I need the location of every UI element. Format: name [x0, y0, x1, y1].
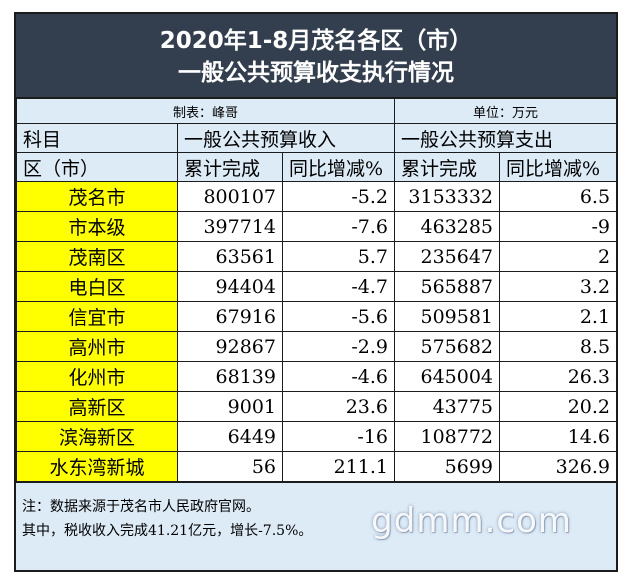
expense-total-cell: 3153332	[394, 181, 501, 212]
expense-total-cell: 565887	[394, 271, 501, 302]
district-name-cell: 水东湾新城	[16, 451, 178, 482]
income-total-cell: 397714	[177, 211, 283, 242]
title-line-1: 2020年1-8月茂名各区（市）	[159, 28, 473, 54]
notes-section: 注：数据来源于茂名市人民政府官网。 其中，税收收入完成41.21亿元，增长-7.…	[16, 482, 616, 570]
expense-total-cell: 509581	[394, 301, 501, 332]
watermark-text: gdmm.com	[371, 501, 572, 541]
expense-total-cell: 645004	[394, 361, 501, 392]
note-tax: 其中，税收收入完成41.21亿元，增长-7.5%。	[22, 523, 313, 539]
table-unit: 单位：万元	[394, 98, 618, 124]
income-yoy-cell: -16	[281, 421, 396, 452]
district-name-cell: 高新区	[16, 391, 178, 422]
note-source: 注：数据来源于茂名市人民政府官网。	[22, 499, 260, 515]
header-row-2: 区（市） 累计完成 同比增减% 累计完成 同比增减%	[16, 152, 618, 182]
income-yoy-cell: -5.2	[281, 181, 396, 212]
table-row: 滨海新区 6449 -16 108772 14.6	[16, 421, 618, 452]
budget-table-frame: 2020年1-8月茂名各区（市） 一般公共预算收支执行情况 制表：峰哥 单位：万…	[14, 12, 618, 572]
table-row: 电白区 94404 -4.7 565887 3.2	[16, 271, 618, 302]
table-title: 2020年1-8月茂名各区（市） 一般公共预算收支执行情况	[16, 14, 616, 98]
expense-total-cell: 5699	[394, 451, 501, 482]
district-name-cell: 滨海新区	[16, 421, 178, 452]
income-total-cell: 68139	[177, 361, 283, 392]
income-total-cell: 63561	[177, 241, 283, 272]
header-district: 区（市）	[16, 152, 178, 182]
header-income-total: 累计完成	[177, 152, 283, 182]
expense-total-cell: 235647	[394, 241, 501, 272]
expense-yoy-cell: 20.2	[499, 391, 618, 422]
table-maker: 制表：峰哥	[15, 98, 396, 124]
district-name-cell: 电白区	[16, 271, 178, 302]
income-yoy-cell: 211.1	[281, 451, 396, 482]
expense-yoy-cell: 8.5	[499, 331, 618, 362]
income-total-cell: 6449	[177, 421, 283, 452]
header-expense-yoy: 同比增减%	[499, 152, 618, 182]
district-name-cell: 市本级	[16, 211, 178, 242]
income-total-cell: 56	[177, 451, 283, 482]
expense-yoy-cell: -9	[499, 211, 618, 242]
header-income: 一般公共预算收入	[176, 123, 396, 153]
title-line-2: 一般公共预算收支执行情况	[178, 60, 454, 86]
district-name-cell: 化州市	[16, 361, 178, 392]
budget-table: 制表：峰哥 单位：万元 科目 一般公共预算收入 一般公共预算支出 区（市） 累计…	[15, 98, 618, 482]
header-expense-total: 累计完成	[394, 152, 501, 182]
expense-total-cell: 108772	[394, 421, 501, 452]
meta-row: 制表：峰哥 单位：万元	[15, 98, 618, 124]
expense-yoy-cell: 2.1	[499, 301, 618, 332]
expense-yoy-cell: 26.3	[499, 361, 618, 392]
table-row: 化州市 68139 -4.6 645004 26.3	[16, 361, 618, 392]
expense-yoy-cell: 6.5	[499, 181, 618, 212]
table-body: 茂名市 800107 -5.2 3153332 6.5 市本级 397714 -7.6 4632…	[16, 181, 618, 482]
income-yoy-cell: -4.6	[281, 361, 396, 392]
header-subject: 科目	[16, 123, 178, 153]
expense-yoy-cell: 14.6	[499, 421, 618, 452]
table-row: 高州市 92867 -2.9 575682 8.5	[16, 331, 618, 362]
expense-total-cell: 463285	[394, 211, 501, 242]
table-row: 水东湾新城 56 211.1 5699 326.9	[16, 451, 618, 482]
expense-yoy-cell: 326.9	[499, 451, 618, 482]
table-row: 茂名市 800107 -5.2 3153332 6.5	[16, 181, 618, 212]
income-yoy-cell: -2.9	[281, 331, 396, 362]
income-total-cell: 94404	[177, 271, 283, 302]
income-total-cell: 67916	[177, 301, 283, 332]
table-row: 茂南区 63561 5.7 235647 2	[16, 241, 618, 272]
income-total-cell: 9001	[177, 391, 283, 422]
expense-yoy-cell: 3.2	[499, 271, 618, 302]
income-yoy-cell: -4.7	[281, 271, 396, 302]
header-expense: 一般公共预算支出	[394, 123, 618, 153]
district-name-cell: 茂南区	[16, 241, 178, 272]
income-yoy-cell: -7.6	[281, 211, 396, 242]
district-name-cell: 高州市	[16, 331, 178, 362]
income-total-cell: 92867	[177, 331, 283, 362]
income-yoy-cell: -5.6	[281, 301, 396, 332]
table-row: 信宜市 67916 -5.6 509581 2.1	[16, 301, 618, 332]
district-name-cell: 信宜市	[16, 301, 178, 332]
expense-total-cell: 575682	[394, 331, 501, 362]
income-yoy-cell: 5.7	[281, 241, 396, 272]
header-income-yoy: 同比增减%	[281, 152, 396, 182]
expense-yoy-cell: 2	[499, 241, 618, 272]
table-row: 高新区 9001 23.6 43775 20.2	[16, 391, 618, 422]
expense-total-cell: 43775	[394, 391, 501, 422]
district-name-cell: 茂名市	[16, 181, 178, 212]
income-total-cell: 800107	[177, 181, 283, 212]
income-yoy-cell: 23.6	[281, 391, 396, 422]
table-row: 市本级 397714 -7.6 463285 -9	[16, 211, 618, 242]
header-row-1: 科目 一般公共预算收入 一般公共预算支出	[16, 123, 618, 153]
